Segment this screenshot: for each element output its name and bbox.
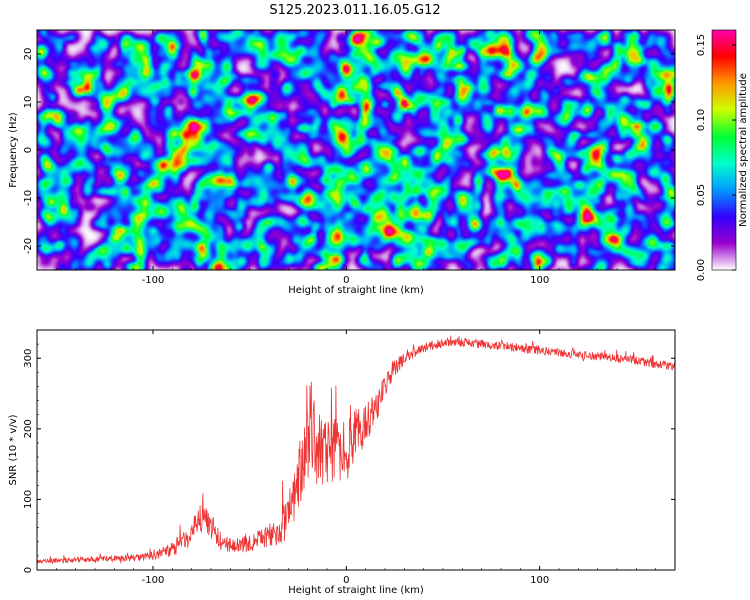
snr-x-tick-label: 0 [343,575,349,586]
heatmap-y-tick-label: 0 [23,147,34,153]
snr-frame [36,329,676,571]
heatmap-x-tick-label: -100 [142,275,165,286]
heatmap-y-tick-label: -20 [23,238,34,254]
snr-x-tick-label: -100 [142,575,165,586]
colorbar-tick-label: 0.05 [696,184,707,206]
heatmap-y-tick-label: 20 [23,48,34,61]
snr-y-tick-label: 0 [23,567,34,573]
colorbar-tick-label: 0.00 [696,259,707,281]
snr-y-label: SNR (10 * v/v) [8,414,19,485]
heatmap-image [37,30,675,270]
snr-y-tick-label: 300 [23,349,34,368]
snr-y-tick-label: 200 [23,419,34,438]
snr-x-label: Height of straight line (km) [288,585,424,596]
colorbar-scale [712,30,736,270]
colorbar-tick-label: 0.15 [696,34,707,56]
snr-y-tick-label: 100 [23,490,34,509]
colorbar-label: Normalized spectral amplitude [738,73,749,227]
heatmap-y-tick-label: 10 [23,96,34,109]
snr-panel: -100 0 100 0 100 200 300 Height of straight l… [8,329,676,596]
heatmap-y-label: Frequency (Hz) [8,112,19,188]
snr-y-ticks: 0 100 200 300 [23,329,675,573]
heatmap-x-tick-label: 0 [343,275,349,286]
colorbar-frame [711,29,737,271]
colorbar-ticks: 0.00 0.05 0.10 0.15 [696,29,737,281]
heatmap-x-ticks: -100 0 100 [36,30,676,286]
colorbar: 0.00 0.05 0.10 0.15 Normalized spectral amp… [696,29,749,281]
heatmap-x-label: Height of straight line (km) [288,285,424,296]
heatmap-y-ticks: -20 -10 0 10 20 [23,29,675,271]
snr-x-tick-label: 100 [530,575,549,586]
snr-plot-area [37,330,675,570]
heatmap-x-tick-label: 100 [530,275,549,286]
figure-title: S125.2023.011.16.05.G12 [269,3,440,18]
snr-series-line [36,335,676,565]
snr-x-ticks: -100 0 100 [36,330,676,586]
heatmap-y-tick-label: -10 [23,190,34,206]
colorbar-tick-label: 0.10 [696,109,707,131]
